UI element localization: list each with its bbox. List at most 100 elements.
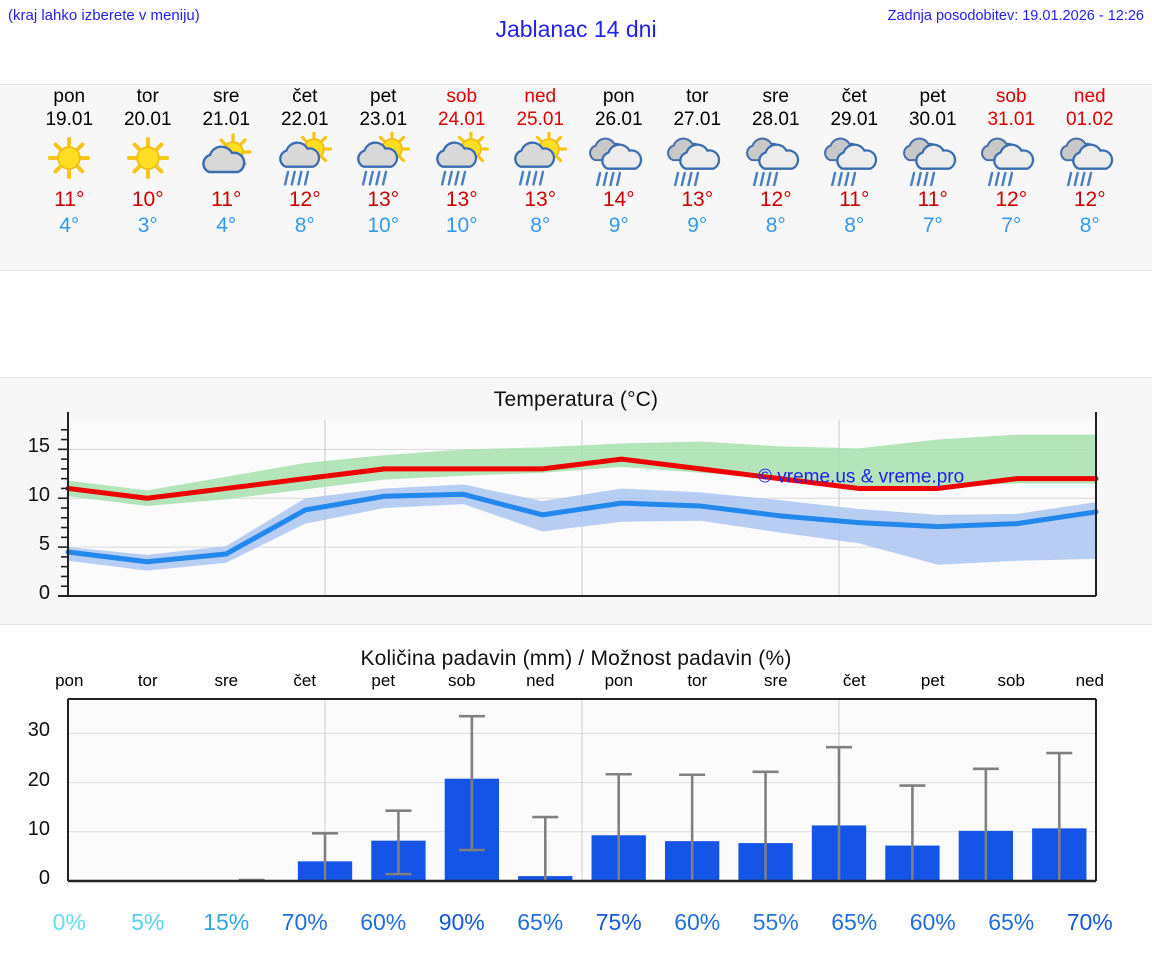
cloud-rain-icon — [1051, 131, 1130, 187]
forecast-dow: sre — [762, 86, 789, 107]
page-title: Jablanac 14 dni — [495, 16, 657, 42]
forecast-day-column: ned 25.01 13° 8° — [501, 85, 580, 239]
forecast-tmax: 11° — [211, 188, 242, 211]
precipitation-chart: Količina padavin (mm) / Možnost padavin … — [0, 637, 1152, 947]
forecast-tmax: 12° — [1073, 188, 1106, 211]
forecast-dow: ned — [1073, 86, 1106, 107]
temperature-line-graph: © vreme.us & vreme.pro — [58, 412, 1099, 597]
forecast-date: 19.01 — [45, 109, 94, 130]
forecast-dow: pet — [919, 86, 946, 107]
forecast-day-column: tor 20.01 10° 3° — [109, 85, 188, 239]
forecast-tmin: 3° — [137, 214, 158, 237]
sun-cloud-rain-icon — [344, 131, 423, 187]
precipitation-probability: 0% — [52, 909, 86, 935]
cloud-rain-icon — [972, 131, 1051, 187]
forecast-tmin: 8° — [765, 214, 786, 237]
menu-hint: (kraj lahko izberete v meniju) — [8, 7, 200, 24]
precipitation-y-tick: 20 — [27, 768, 50, 791]
forecast-tmin: 8° — [294, 214, 315, 237]
precipitation-plot-area: 0 10 20 30 — [0, 691, 1152, 921]
precipitation-day-label: sob — [448, 671, 476, 690]
temperature-plot-area: © vreme.us & vreme.pro 0 5 10 15 — [0, 412, 1152, 612]
temperature-y-tick: 0 — [38, 582, 50, 604]
precipitation-chart-title: Količina padavin (mm) / Možnost padavin … — [360, 647, 792, 670]
forecast-day-column: pon 19.01 11° 4° — [30, 85, 109, 239]
precipitation-day-labels: pon tor sre čet pet sob ned pon tor sre čet pet sob n… — [0, 671, 1152, 691]
forecast-dow: sob — [995, 86, 1027, 107]
forecast-tmin: 10° — [445, 214, 478, 237]
forecast-tmin: 10° — [367, 214, 400, 237]
forecast-tmin: 9° — [608, 214, 629, 237]
forecast-date: 30.01 — [908, 109, 957, 130]
sun-icon — [109, 131, 188, 187]
forecast-dow: sob — [446, 86, 478, 107]
sun-icon — [30, 131, 109, 187]
precipitation-probability: 70% — [1066, 909, 1113, 935]
forecast-tmax: 12° — [995, 188, 1028, 211]
forecast-tmax: 12° — [759, 188, 792, 211]
cloud-rain-icon — [894, 131, 973, 187]
precipitation-probability: 65% — [988, 909, 1035, 935]
precipitation-probability: 75% — [595, 909, 642, 935]
forecast-day-column: čet 22.01 12° 8° — [266, 85, 345, 239]
forecast-date: 26.01 — [594, 109, 643, 130]
precipitation-day-label: ned — [526, 671, 555, 690]
precipitation-day-label: ned — [1075, 671, 1104, 690]
forecast-tmin: 8° — [844, 214, 865, 237]
precipitation-probability: 60% — [674, 909, 721, 935]
forecast-dow: ned — [524, 86, 557, 107]
forecast-day-column: pet 30.01 11° 7° — [894, 85, 973, 239]
forecast-date: 23.01 — [359, 109, 408, 130]
precipitation-y-tick: 30 — [27, 719, 50, 742]
precipitation-day-label: tor — [137, 671, 158, 690]
precipitation-probability-row: 0% 5% 15% 70% 60% 90% 65% 75% 60% 55% 65% 60% 65% 70% — [0, 909, 1152, 936]
forecast-tmin: 8° — [1079, 214, 1100, 237]
sun-cloud-icon — [187, 131, 266, 187]
forecast-day-column: sob 31.01 12° 7° — [972, 85, 1051, 239]
precipitation-day-label: čet — [842, 671, 866, 690]
forecast-tmax: 11° — [839, 188, 870, 211]
forecast-tmax: 14° — [602, 188, 635, 211]
forecast-date: 22.01 — [280, 109, 329, 130]
forecast-tmin: 8° — [530, 214, 551, 237]
cloud-rain-icon — [658, 131, 737, 187]
forecast-dow: pet — [370, 86, 397, 107]
forecast-date: 31.01 — [987, 109, 1036, 130]
precipitation-day-label: čet — [293, 671, 317, 690]
sun-cloud-rain-icon — [501, 131, 580, 187]
precipitation-probability: 65% — [831, 909, 878, 935]
forecast-date: 20.01 — [123, 109, 172, 130]
forecast-tmax: 13° — [681, 188, 714, 211]
precipitation-probability: 60% — [360, 909, 407, 935]
precipitation-probability: 70% — [281, 909, 328, 935]
temperature-chart-title: Temperatura (°C) — [493, 388, 659, 411]
forecast-day-column: sre 21.01 11° 4° — [187, 85, 266, 239]
precipitation-bar-graph — [67, 698, 1097, 883]
forecast-days-row: pon 19.01 11° 4° tor 20.01 10° 3° sre 21.01 11° 4°… — [0, 85, 1152, 239]
temperature-y-tick: 5 — [38, 533, 50, 556]
forecast-day-column: pon 26.01 14° 9° — [580, 85, 659, 239]
cloud-rain-icon — [737, 131, 816, 187]
forecast-dow: tor — [136, 86, 159, 107]
temperature-y-tick: 15 — [27, 435, 50, 458]
cloud-rain-icon — [815, 131, 894, 187]
forecast-day-column: sre 28.01 12° 8° — [737, 85, 816, 239]
last-updated: Zadnja posodobitev: 19.01.2026 - 12:26 — [887, 8, 1144, 24]
forecast-tmax: 10° — [131, 188, 164, 211]
precipitation-y-tick: 0 — [38, 867, 50, 889]
page-header: (kraj lahko izberete v meniju) Jablanac … — [0, 0, 1152, 58]
forecast-tmax: 13° — [524, 188, 557, 211]
forecast-tmin: 4° — [59, 214, 80, 237]
precipitation-probability: 60% — [909, 909, 956, 935]
temperature-y-tick: 10 — [27, 484, 50, 507]
precipitation-day-label: pon — [55, 671, 84, 690]
forecast-date: 29.01 — [830, 109, 879, 130]
forecast-tmax: 11° — [917, 188, 948, 211]
forecast-tmin: 9° — [687, 214, 708, 237]
forecast-dow: tor — [686, 86, 709, 107]
forecast-date: 24.01 — [437, 109, 486, 130]
precipitation-day-label: sob — [997, 671, 1025, 690]
precipitation-probability: 65% — [517, 909, 564, 935]
forecast-tmax: 12° — [288, 188, 321, 211]
forecast-date: 25.01 — [516, 109, 565, 130]
